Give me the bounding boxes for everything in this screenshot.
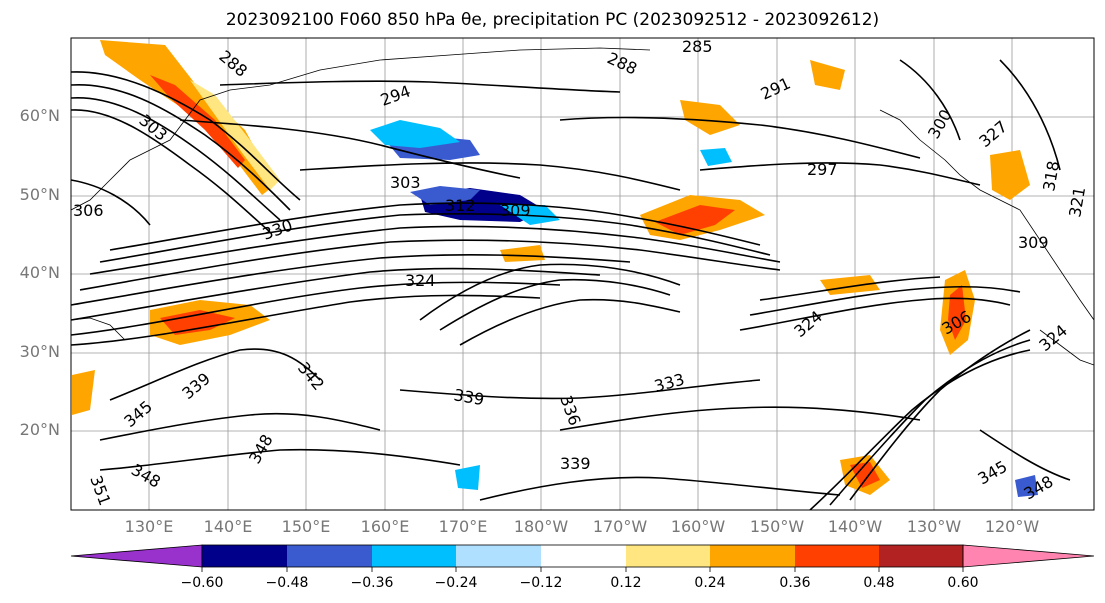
colorbar-frame — [201, 544, 964, 568]
lon-label: 140°W — [827, 517, 883, 536]
lon-label: 170°W — [592, 517, 648, 536]
colorbar-tick-label: 0.12 — [610, 575, 642, 591]
precip-red-jet — [655, 205, 735, 235]
contour-label: 297 — [807, 160, 838, 179]
lon-label: 130°W — [906, 517, 962, 536]
lon-label: 150°W — [749, 517, 805, 536]
colorbar-bin — [202, 545, 287, 567]
contour-label: 309 — [1018, 233, 1049, 252]
colorbar-tick-label: −0.48 — [265, 575, 309, 591]
contour-label: 303 — [390, 173, 421, 192]
map-frame — [70, 37, 1095, 511]
lat-label-30n: 30°N — [19, 342, 60, 361]
colorbar-bin — [456, 545, 541, 567]
contour-label: 339 — [560, 454, 591, 473]
lat-label-20n: 20°N — [19, 420, 60, 439]
colorbar-tick-label: 0.60 — [947, 575, 979, 591]
lon-label: 130°E — [124, 517, 174, 536]
lat-label-40n: 40°N — [19, 263, 60, 282]
contour-label: 312 — [445, 196, 476, 215]
colorbar-tick-label: 0.36 — [779, 575, 811, 591]
contour-label: 285 — [682, 37, 713, 56]
precip-lightblue-sc — [455, 465, 480, 490]
colorbar-min-arrow — [70, 544, 203, 568]
precip-blue-east — [1015, 475, 1038, 497]
precip-lightblue-aleutian — [370, 120, 460, 148]
precip-red-west — [160, 310, 235, 335]
colorbar-bin — [287, 545, 372, 567]
precip-lightblue-gulf — [700, 148, 732, 166]
colorbar-bin — [626, 545, 710, 567]
lon-label: 160°E — [360, 517, 410, 536]
lon-label: 160°W — [670, 517, 726, 536]
contour-label: 309 — [500, 201, 531, 220]
lon-label: 180°W — [513, 517, 569, 536]
contour-label: 324 — [405, 271, 436, 290]
precip-orange-pac — [500, 245, 545, 262]
lon-label: 140°E — [203, 517, 253, 536]
precip-yellow-nw — [190, 80, 280, 190]
precip-orange-ak — [680, 100, 740, 135]
colorbar-tick-label: −0.36 — [350, 575, 394, 591]
colorbar-bin — [795, 545, 879, 567]
lon-label: 150°E — [281, 517, 331, 536]
map-title: 2023092100 F060 850 hPa θe, precipitatio… — [225, 10, 880, 30]
colorbar-tick-label: 0.48 — [863, 575, 895, 591]
precip-orange-nak — [810, 60, 845, 90]
precip-red-se — [850, 462, 880, 488]
theta-e-contours — [71, 59, 1071, 510]
colorbar-tick-label: 0.24 — [694, 575, 726, 591]
precip-orange-sw — [72, 370, 95, 415]
colorbar-tick-label: −0.24 — [434, 575, 478, 591]
precip-orange-ne — [990, 150, 1030, 200]
coastlines — [71, 47, 1094, 366]
precip-orange-nw — [100, 40, 275, 195]
lat-label-50n: 50°N — [19, 185, 60, 204]
gridlines — [71, 38, 1094, 510]
lat-label-60n: 60°N — [19, 106, 60, 125]
colorbar-max-arrow — [962, 544, 1095, 568]
colorbar-bin — [879, 545, 963, 567]
precip-orange-mid — [820, 275, 880, 295]
precip-blue-front — [410, 186, 480, 205]
contour-label: 306 — [73, 201, 104, 220]
lon-label: 120°W — [984, 517, 1040, 536]
colorbar-tick-label: −0.60 — [180, 575, 224, 591]
colorbar-bin — [541, 545, 626, 567]
colorbar-tick-label: −0.12 — [519, 575, 563, 591]
lon-label: 170°E — [438, 517, 488, 536]
colorbar-bin — [372, 545, 456, 567]
colorbar-bin — [710, 545, 795, 567]
colorbar — [70, 544, 1095, 572]
